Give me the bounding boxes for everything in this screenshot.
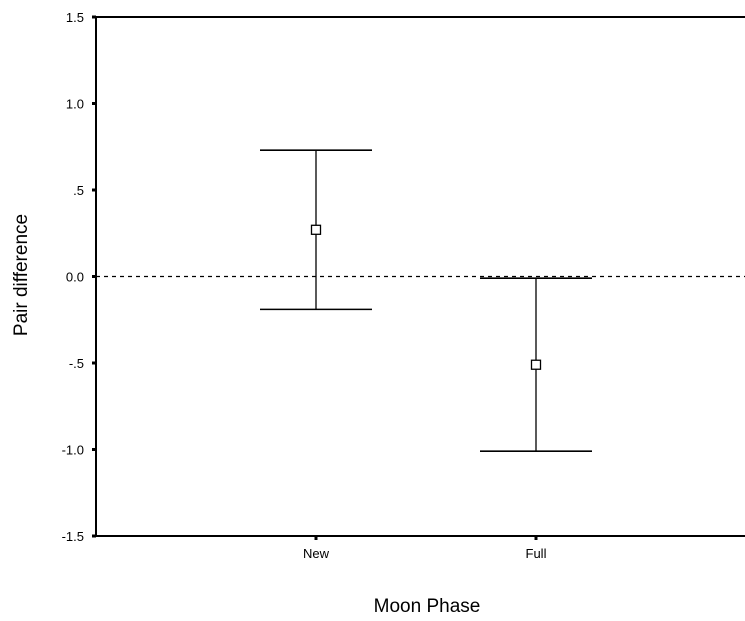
y-axis: 1.5 1.0 .5 0.0 -.5 -1.0 -1.5 (62, 10, 745, 544)
y-tick-label: -.5 (69, 356, 84, 371)
y-tick-label: 1.5 (66, 10, 84, 25)
x-axis: New Full (96, 535, 745, 561)
mean-marker (530, 359, 542, 370)
y-tick-label: -1.0 (62, 443, 84, 458)
y-tick-label: 0.0 (66, 270, 84, 285)
y-axis-title: Pair difference (11, 214, 32, 336)
error-bars (260, 149, 592, 453)
y-tick-label: .5 (73, 183, 84, 198)
x-axis-title: Moon Phase (374, 596, 481, 617)
y-tick-label: 1.0 (66, 97, 84, 112)
mean-marker (310, 224, 322, 235)
x-tick-label: New (303, 546, 330, 561)
y-tick-label: -1.5 (62, 529, 84, 544)
x-tick-label: Full (526, 546, 547, 561)
